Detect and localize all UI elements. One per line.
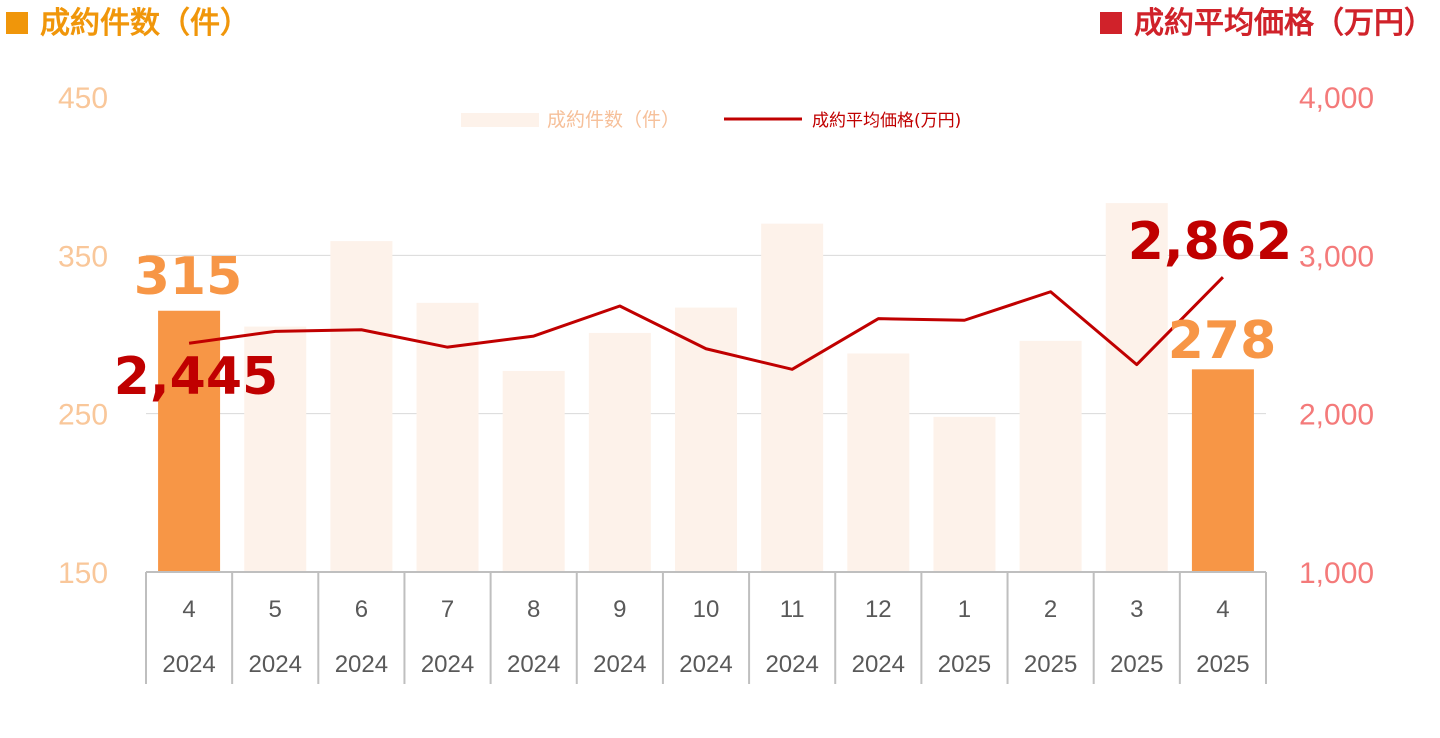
category-table: 4 2024 5 2024 6 2024 7 2024 8 2024 9 2024 10 2024 11 20… <box>145 571 1267 684</box>
legend-bar-label: 成約件数（件） <box>547 109 680 131</box>
count-bar <box>588 332 651 572</box>
count-bar <box>158 310 221 572</box>
count-bar <box>761 223 824 572</box>
count-bar <box>847 353 910 572</box>
legend-line-label: 成約平均価格(万円) <box>812 111 961 131</box>
count-bar <box>675 307 737 572</box>
month-label: 1 <box>958 596 971 623</box>
month-label: 12 <box>865 596 892 623</box>
year-label: 2024 <box>421 651 474 678</box>
count-bar <box>502 370 565 572</box>
left-title-text: 成約件数（件） <box>40 6 250 41</box>
month-label: 11 <box>780 596 805 623</box>
annotations: 315 278 2,445 2,862 <box>114 212 1292 407</box>
year-label: 2024 <box>249 651 302 678</box>
month-label: 7 <box>441 596 454 623</box>
year-label: 2025 <box>938 651 991 678</box>
year-label: 2024 <box>852 651 905 678</box>
year-label: 2025 <box>1024 651 1077 678</box>
first-count-label: 315 <box>134 247 243 307</box>
count-bar <box>1191 369 1254 572</box>
month-label: 2 <box>1044 596 1057 623</box>
axes: 150 250 350 450 1,000 2,000 3,000 4,000 <box>58 82 1374 590</box>
legend-bar-swatch <box>461 113 539 127</box>
right-axis-tick-label: 4,000 <box>1299 82 1374 115</box>
year-label: 2025 <box>1196 651 1249 678</box>
year-label: 2024 <box>507 651 560 678</box>
last-price-label: 2,862 <box>1128 212 1292 272</box>
left-title-square-icon <box>6 12 28 34</box>
year-label: 2024 <box>765 651 818 678</box>
count-bar <box>933 416 996 572</box>
left-axis-tick-label: 350 <box>58 240 108 273</box>
year-label: 2024 <box>162 651 215 678</box>
left-axis-tick-label: 450 <box>58 82 108 115</box>
right-axis-tick-label: 3,000 <box>1299 240 1374 273</box>
month-label: 6 <box>355 596 368 623</box>
month-label: 9 <box>613 596 626 623</box>
first-price-label: 2,445 <box>114 347 278 407</box>
price-line <box>188 276 1224 371</box>
month-label: 10 <box>693 596 720 623</box>
year-label: 2024 <box>679 651 732 678</box>
left-axis-tick-label: 250 <box>58 399 108 432</box>
last-count-label: 278 <box>1168 311 1277 371</box>
right-axis-title: 成約平均価格（万円） <box>1100 4 1434 44</box>
right-title-square-icon <box>1100 12 1122 34</box>
right-title-text: 成約平均価格（万円） <box>1134 6 1434 41</box>
year-label: 2025 <box>1110 651 1163 678</box>
year-label: 2024 <box>593 651 646 678</box>
left-axis-tick-label: 150 <box>58 557 108 590</box>
right-axis-tick-label: 1,000 <box>1299 557 1374 590</box>
month-label: 3 <box>1130 596 1143 623</box>
count-bar <box>1019 340 1082 572</box>
count-bar <box>1105 203 1168 573</box>
year-label: 2024 <box>335 651 388 678</box>
count-bar <box>244 326 307 572</box>
month-label: 5 <box>269 596 282 623</box>
left-axis-title: 成約件数（件） <box>6 4 250 44</box>
month-label: 4 <box>1216 596 1229 623</box>
month-label: 8 <box>527 596 540 623</box>
bar-series <box>158 203 1254 573</box>
line-series <box>188 276 1224 371</box>
count-bar <box>330 241 393 573</box>
right-axis-tick-label: 2,000 <box>1299 399 1374 432</box>
month-label: 4 <box>182 596 195 623</box>
legend: 成約件数（件） 成約平均価格(万円) <box>461 109 961 131</box>
